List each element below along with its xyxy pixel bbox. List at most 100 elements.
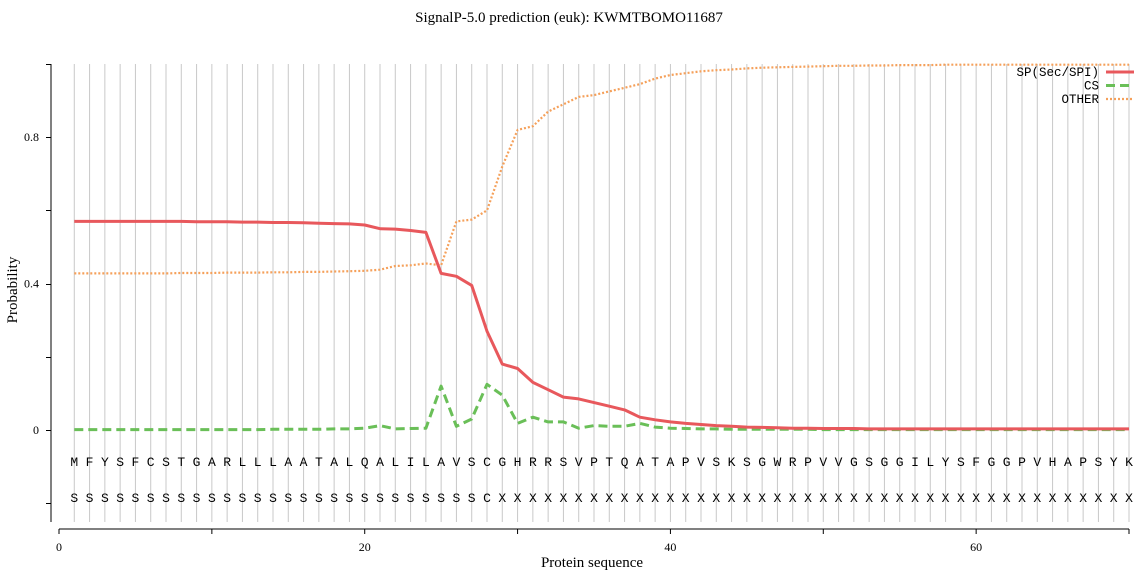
sequence-residue: F <box>972 455 980 470</box>
sequence-residue: A <box>376 455 384 470</box>
annotation-label: X <box>881 491 889 506</box>
annotation-label: S <box>193 491 201 506</box>
annotation-label: X <box>712 491 720 506</box>
series-line-cs <box>74 382 1129 432</box>
sequence-residue: S <box>468 455 476 470</box>
annotation-label: X <box>774 491 782 506</box>
sequence-residue: G <box>758 455 766 470</box>
annotation-label: X <box>605 491 613 506</box>
sequence-residue: C <box>147 455 155 470</box>
sequence-residue: R <box>544 455 552 470</box>
sequence-residue: K <box>728 455 736 470</box>
annotation-label: S <box>223 491 231 506</box>
annotation-label: X <box>651 491 659 506</box>
annotation-label: X <box>850 491 858 506</box>
annotation-label: S <box>239 491 247 506</box>
sequence-residue: P <box>682 455 690 470</box>
annotation-label: X <box>498 491 506 506</box>
annotation-label: S <box>300 491 308 506</box>
sequence-residue: T <box>177 455 185 470</box>
annotation-label: S <box>70 491 78 506</box>
annotation-label: S <box>254 491 262 506</box>
annotation-label: X <box>1049 491 1057 506</box>
annotation-label: S <box>391 491 399 506</box>
annotation-label: X <box>957 491 965 506</box>
sequence-residue: S <box>865 455 873 470</box>
sequence-residue: G <box>988 455 996 470</box>
annotation-label: S <box>208 491 216 506</box>
sequence-residue: A <box>330 455 338 470</box>
sequence-residue: G <box>896 455 904 470</box>
annotation-label: X <box>728 491 736 506</box>
sequence-residue: A <box>300 455 308 470</box>
sequence-residue: V <box>453 455 461 470</box>
sequence-residue: V <box>1033 455 1041 470</box>
sequence-residue: H <box>514 455 522 470</box>
annotation-label: X <box>1125 491 1133 506</box>
annotation-label: S <box>376 491 384 506</box>
sequence-residue: S <box>116 455 124 470</box>
annotation-label: S <box>162 491 170 506</box>
annotation-label: X <box>529 491 537 506</box>
annotation-label: X <box>758 491 766 506</box>
annotation-label: X <box>804 491 812 506</box>
sequence-residue: T <box>651 455 659 470</box>
x-tick-label: 60 <box>970 540 982 554</box>
series-lines <box>74 63 1129 432</box>
annotation-label: S <box>147 491 155 506</box>
annotation-label: S <box>330 491 338 506</box>
annotation-label: X <box>621 491 629 506</box>
annotation-label: X <box>1110 491 1118 506</box>
sequence-residue: S <box>957 455 965 470</box>
y-tick-label: 0 <box>33 423 39 437</box>
annotation-label: X <box>575 491 583 506</box>
sequence-residue: G <box>498 455 506 470</box>
sequence-residue: L <box>239 455 247 470</box>
annotation-label: S <box>116 491 124 506</box>
sequence-residue: I <box>911 455 919 470</box>
annotation-label: X <box>682 491 690 506</box>
x-tick-label: 40 <box>664 540 676 554</box>
annotation-label: S <box>101 491 109 506</box>
annotation-label: X <box>1033 491 1041 506</box>
sequence-residue: V <box>819 455 827 470</box>
sequence-residue: S <box>560 455 568 470</box>
x-axis-label: Protein sequence <box>541 555 643 571</box>
sequence-residue: L <box>926 455 934 470</box>
sequence-residue: M <box>70 455 78 470</box>
annotation-label: S <box>422 491 430 506</box>
sequence-residue: W <box>774 455 782 470</box>
annotation-label: X <box>1018 491 1026 506</box>
axes: 0 0.4 0.8 0 20 40 60 <box>24 64 1130 554</box>
annotation-label: S <box>361 491 369 506</box>
annotation-label: X <box>819 491 827 506</box>
y-tick-label: 0.4 <box>24 277 39 291</box>
annotation-label: X <box>560 491 568 506</box>
sequence-residue: G <box>193 455 201 470</box>
annotation-label: S <box>177 491 185 506</box>
sequence-residue: P <box>1079 455 1087 470</box>
legend-label: SP(Sec/SPI) <box>1016 66 1099 80</box>
annotation-label: X <box>942 491 950 506</box>
annotation-label: X <box>789 491 797 506</box>
sequence-residue: F <box>86 455 94 470</box>
sequence-residue: T <box>315 455 323 470</box>
sequence-residue: Y <box>942 455 950 470</box>
annotation-label: X <box>896 491 904 506</box>
y-axis-label: Probability <box>5 256 21 323</box>
annotation-label: S <box>315 491 323 506</box>
sequence-residue: V <box>835 455 843 470</box>
sequence-residue: Q <box>621 455 629 470</box>
sequence-residue: A <box>636 455 644 470</box>
sequence-residue: A <box>437 455 445 470</box>
annotation-label: X <box>636 491 644 506</box>
sequence-residue: S <box>743 455 751 470</box>
sequence-residue: S <box>1095 455 1103 470</box>
sequence-residue: A <box>1064 455 1072 470</box>
annotation-label: X <box>1003 491 1011 506</box>
sequence-residue: G <box>850 455 858 470</box>
sequence-residue: L <box>269 455 277 470</box>
sequence-residue: K <box>1125 455 1133 470</box>
